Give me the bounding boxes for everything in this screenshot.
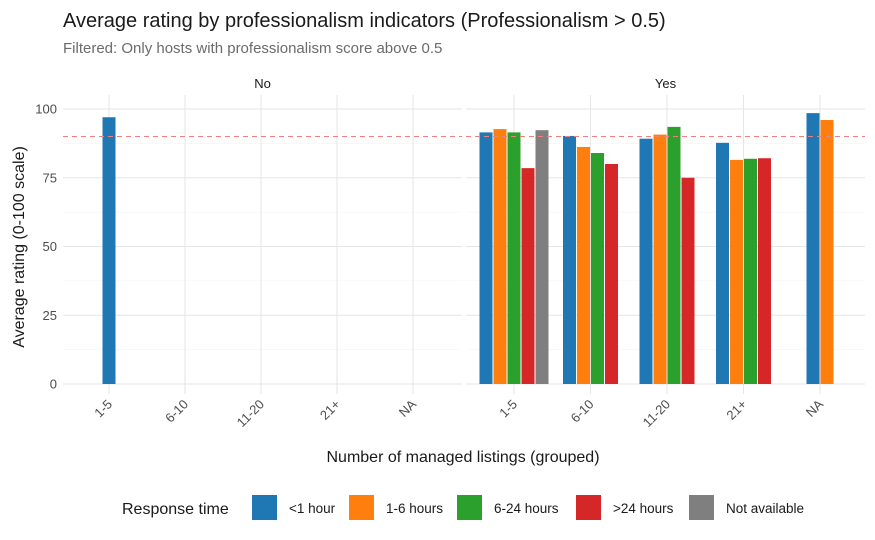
bar-no-1-5-0 [102,117,116,384]
panel-yes: Yes 1-5 6-10 11-20 21+ NA [466,76,865,430]
bar-yes-11-20-3 [681,177,695,384]
panels: No 1-5 6-10 11-20 21+ NA Yes 1-5 6-10 11-20 21+ NA [63,76,865,430]
panel-background [63,95,462,394]
facet-label-yes: Yes [655,76,677,91]
bar-yes-6-10-0 [563,135,576,384]
x-axis-title: Number of managed listings (grouped) [326,449,599,466]
x-tick-label: 21+ [317,397,343,423]
chart-subtitle: Filtered: Only hosts with professionalis… [63,40,442,57]
bar-yes-21+-3 [758,158,771,384]
chart-title: Average rating by professionalism indica… [63,10,666,32]
bar-yes-11-20-0 [639,138,653,384]
bar-yes-6-10-2 [591,153,604,384]
bar-yes-11-20-1 [653,134,667,384]
x-tick-label: 6-10 [162,397,191,426]
legend-label: 1-6 hours [386,501,443,516]
legend-title: Response time [122,501,229,518]
x-tick-label: NA [803,396,827,420]
x-tick-label: 1-5 [91,397,115,421]
bar-yes-21+-2 [744,158,757,384]
x-tick-label: 11-20 [640,397,673,430]
facet-label-no: No [254,76,271,91]
bar-yes-NA-1 [820,120,834,384]
y-tick-label: 50 [43,239,57,254]
x-tick-label: 6-10 [568,397,597,426]
y-tick-label: 75 [43,170,57,185]
legend: Response time <1 hour 1-6 hours 6-24 hours… [122,495,804,520]
x-tick-label: 21+ [723,397,749,423]
y-tick-label: 25 [43,308,57,323]
legend-label: Not available [726,501,804,516]
bar-yes-1-5-4 [535,130,549,384]
legend-key [689,495,714,520]
legend-key [349,495,374,520]
legend-label: >24 hours [613,501,674,516]
bar-yes-1-5-3 [521,168,535,384]
legend-label: 6-24 hours [494,501,559,516]
legend-key [457,495,482,520]
bar-yes-21+-0 [716,142,729,384]
legend-key [576,495,601,520]
x-tick-label: 1-5 [496,397,520,421]
y-axis-ticks: 0 25 50 75 100 [35,102,57,392]
x-tick-label: NA [396,396,420,420]
y-tick-label: 100 [35,102,57,117]
bar-yes-21+-1 [730,159,743,384]
bar-yes-6-10-3 [605,164,618,384]
bar-yes-NA-0 [806,113,820,384]
legend-key [252,495,277,520]
panel-no: No 1-5 6-10 11-20 21+ NA [63,76,462,430]
x-tick-label: 11-20 [234,397,267,430]
bar-yes-6-10-1 [577,146,590,384]
bar-yes-1-5-2 [507,132,521,384]
y-axis-title: Average rating (0-100 scale) [11,146,28,348]
y-tick-label: 0 [50,377,57,392]
bar-yes-1-5-0 [479,132,493,384]
legend-label: <1 hour [289,501,336,516]
bar-yes-1-5-1 [493,129,507,384]
bar-yes-11-20-2 [667,126,681,384]
